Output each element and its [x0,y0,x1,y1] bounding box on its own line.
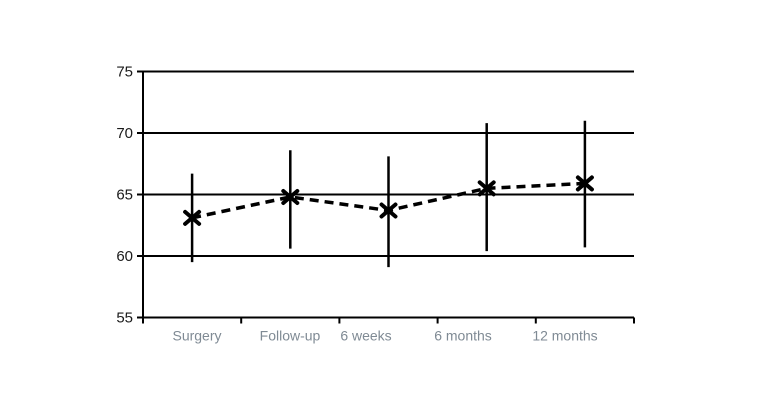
x-tick-label: Surgery [172,328,221,344]
data-point-marker [379,202,398,219]
x-tick-label: 6 months [434,328,492,344]
y-tick-label: 70 [116,125,133,142]
x-tick-label: Follow-up [260,328,321,344]
x-tick-label: 12 months [532,328,597,344]
data-point-marker [281,188,300,205]
x-tick-label: 6 weeks [340,328,391,344]
data-point-marker [477,180,496,197]
data-point-marker [183,209,202,226]
y-tick-label: 65 [116,187,133,204]
data-point-marker [575,175,594,192]
y-tick-label: 60 [116,248,133,265]
y-tick-label: 75 [116,64,133,81]
y-tick-label: 55 [116,310,133,327]
